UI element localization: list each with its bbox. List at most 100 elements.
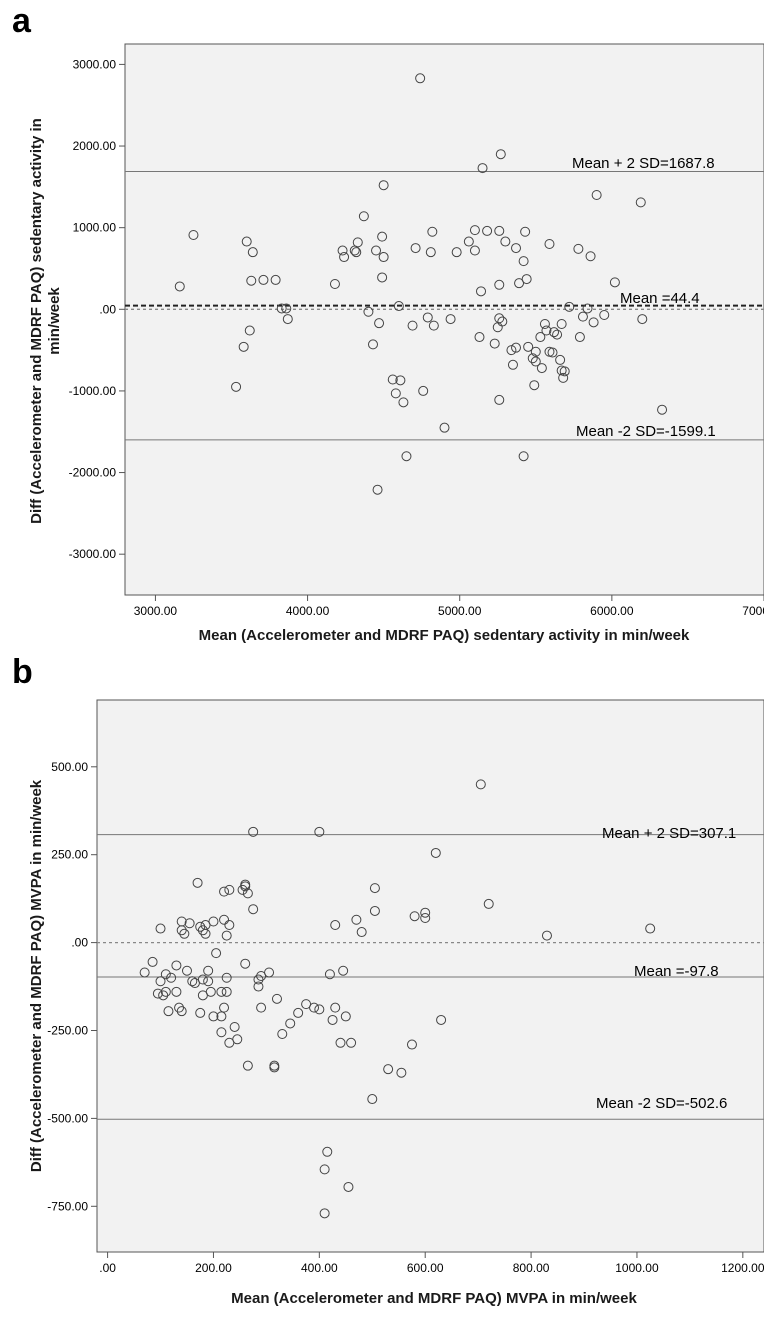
panel-a-x-tick-label: 4000.00 xyxy=(286,604,330,618)
panel-a-data-point xyxy=(511,243,522,254)
panel-a-x-tick-label: 3000.00 xyxy=(134,604,178,618)
panel-a-data-point xyxy=(231,381,242,392)
panel-a-y-tick-label: -2000.00 xyxy=(69,466,117,480)
panel-a-x-tick-label: 6000.00 xyxy=(590,604,634,618)
panel-b-data-point xyxy=(269,1062,280,1073)
panel-a-data-point xyxy=(535,332,546,343)
panel-a-data-point xyxy=(549,327,560,338)
panel-b-data-point xyxy=(208,916,219,927)
panel-a-data-point xyxy=(482,225,493,236)
panel-a-data-point xyxy=(529,380,540,391)
panel-b-data-point xyxy=(155,976,166,987)
panel-b-y-tick-label: -500.00 xyxy=(47,1111,88,1125)
panel-b-data-point xyxy=(406,1039,417,1050)
panel-a-data-point xyxy=(518,256,529,267)
panel-b-data-point xyxy=(181,965,192,976)
panel-a: a 3000.00 4000.00 5000.00 6000.00 7000.00 30… xyxy=(12,2,764,644)
panel-a-x-tick-label: 7000.00 xyxy=(742,604,764,618)
panel-a-data-point xyxy=(559,366,570,377)
panel-b-data-point xyxy=(285,1018,296,1029)
panel-b-data-point xyxy=(330,1002,341,1013)
panel-a-x-axis-title: Mean (Accelerometer and MDRF PAQ) sedent… xyxy=(199,627,690,644)
panel-a-data-point xyxy=(591,190,602,201)
panel-b-data-point xyxy=(330,920,341,931)
panel-b-data-point xyxy=(367,1094,378,1105)
panel-b-plot-area xyxy=(96,699,764,1253)
panel-a-data-point xyxy=(657,404,668,415)
panel-a-data-point xyxy=(451,247,462,258)
panel-a-data-point xyxy=(415,73,426,84)
panel-a-data-point xyxy=(463,236,474,247)
panel-a-data-point xyxy=(358,211,369,222)
panel-b-data-point xyxy=(176,1006,187,1017)
panel-b-data-point xyxy=(271,993,282,1004)
panel-a-data-point xyxy=(489,338,500,349)
panel-a-data-point xyxy=(544,238,555,249)
panel-a-data-point xyxy=(494,225,505,236)
panel-a-data-point xyxy=(374,318,385,329)
panel-b-data-point xyxy=(166,972,177,983)
panel-b-data-point xyxy=(203,965,214,976)
panel-a-data-point xyxy=(495,149,506,160)
panel-a-data-point xyxy=(390,388,401,399)
panel-b: b .00 200.00 400.00 600.00 800.00 1000.00 1200… xyxy=(12,653,764,1307)
panel-a-y-tick-label: -3000.00 xyxy=(69,547,117,561)
panel-b-data-point xyxy=(179,928,190,939)
panel-a-data-point xyxy=(422,312,433,323)
panel-a-data-point xyxy=(276,303,287,314)
panel-a-data-point xyxy=(500,236,511,247)
panel-b-data-point xyxy=(436,1014,447,1025)
panel-a-data-point xyxy=(367,339,378,350)
panel-b-y-tick-label: -750.00 xyxy=(47,1199,88,1213)
panel-a-data-point xyxy=(573,243,584,254)
panel-b-data-point xyxy=(197,974,208,985)
panel-a-data-point xyxy=(387,374,398,385)
panel-a-data-point xyxy=(469,225,480,236)
panel-b-data-point xyxy=(171,960,182,971)
panel-b-data-point xyxy=(346,1037,357,1048)
panel-b-data-point xyxy=(335,1037,346,1048)
panel-a-data-point xyxy=(609,277,620,288)
panel-a-data-point xyxy=(536,363,547,374)
panel-b-data-point xyxy=(483,898,494,909)
panel-a-data-point xyxy=(520,226,531,237)
panel-a-data-point xyxy=(564,301,575,312)
panel-b-lower-loa-label: Mean -2 SD=-502.6 xyxy=(596,1095,727,1112)
panel-b-data-point xyxy=(322,1146,333,1157)
panel-b-data-point xyxy=(409,911,420,922)
panel-a-data-point xyxy=(476,286,487,297)
panel-b-data-point xyxy=(248,826,259,837)
panel-b-data-point xyxy=(253,981,264,992)
panel-b-data-point xyxy=(309,1002,320,1013)
panel-b-data-point xyxy=(174,1002,185,1013)
panel-b-data-point xyxy=(314,826,325,837)
panel-b-x-tick-label: 200.00 xyxy=(195,1261,232,1275)
panel-b-data-point xyxy=(184,918,195,929)
panel-b-data-point xyxy=(420,912,431,923)
panel-a-data-point xyxy=(188,230,199,241)
panel-a-data-point xyxy=(511,342,522,353)
panel-b-x-tick-label: 1000.00 xyxy=(615,1261,659,1275)
panel-a-data-point xyxy=(582,303,593,314)
panel-a-data-point xyxy=(395,375,406,386)
panel-a-data-point xyxy=(523,341,534,352)
panel-b-x-tick-label: 600.00 xyxy=(407,1261,444,1275)
panel-a-data-point xyxy=(552,329,563,340)
panel-a-data-point xyxy=(427,226,438,237)
panel-b-data-point xyxy=(293,1007,304,1018)
panel-b-data-point xyxy=(192,877,203,888)
panel-a-y-tick-label: 3000.00 xyxy=(73,57,117,71)
panel-b-data-point xyxy=(171,986,182,997)
panel-b-data-point xyxy=(221,972,232,983)
panel-b-data-point xyxy=(240,958,251,969)
panel-b-x-tick-label: 800.00 xyxy=(513,1261,550,1275)
panel-a-points xyxy=(174,73,668,495)
panel-a-letter: a xyxy=(12,2,32,40)
panel-b-data-point xyxy=(216,1011,227,1022)
panel-b-mean-label: Mean =-97.8 xyxy=(634,963,719,980)
panel-b-data-point xyxy=(351,914,362,925)
panel-b-data-point xyxy=(203,976,214,987)
panel-b-data-point xyxy=(160,969,171,980)
panel-a-data-point xyxy=(558,372,569,383)
panel-b-data-point xyxy=(430,847,441,858)
